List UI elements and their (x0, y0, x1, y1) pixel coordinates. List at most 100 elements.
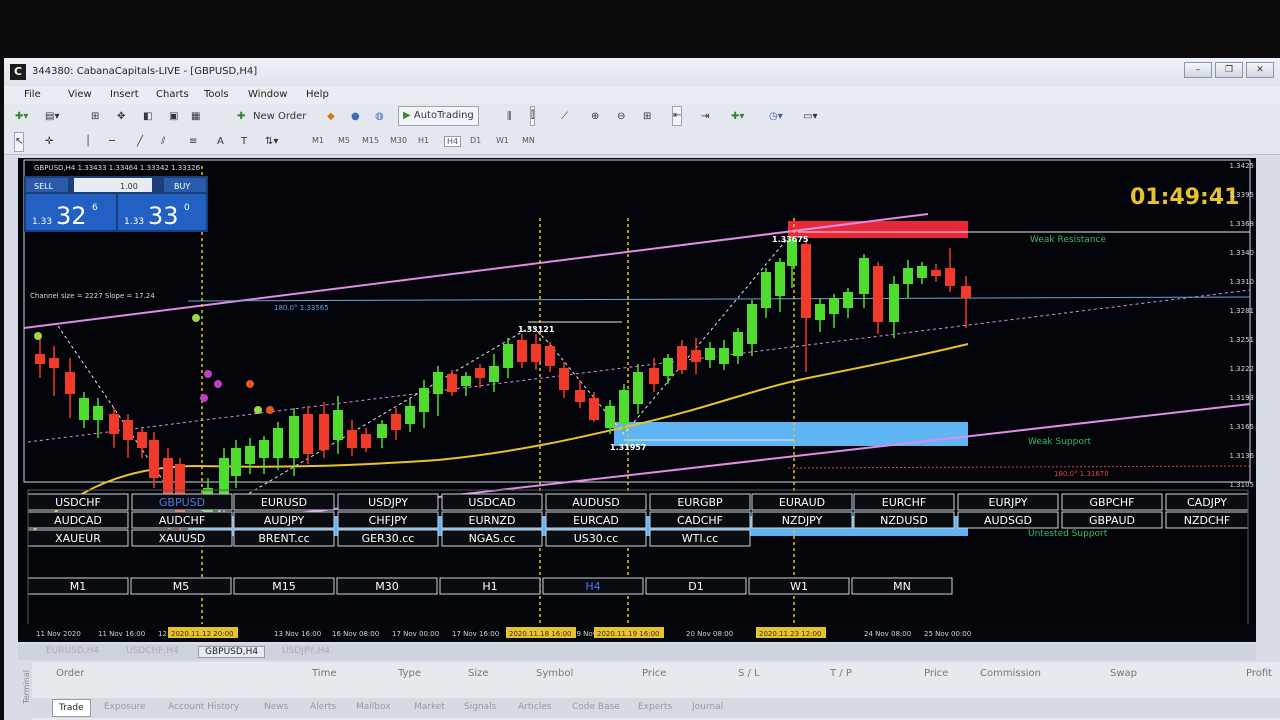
col-type[interactable]: Type (398, 668, 421, 679)
crosshair-icon[interactable]: ✛ (45, 136, 54, 147)
lot-size-input[interactable] (74, 178, 152, 192)
timeframe-button[interactable] (748, 577, 850, 595)
tf-toolbar-m1[interactable]: M1 (312, 136, 324, 145)
menu-insert[interactable]: Insert (110, 89, 139, 100)
symbol-button[interactable] (337, 493, 439, 511)
tf-toolbar-m30[interactable]: M30 (390, 136, 408, 145)
timeframe-button[interactable] (233, 577, 335, 595)
cursor-icon[interactable]: ↖ (14, 132, 25, 152)
symbol-button[interactable] (853, 511, 955, 529)
price-chart[interactable]: GBPUSD,H4 1.33433 1.33464 1.33342 1.3332… (18, 158, 1256, 634)
line-chart-icon[interactable]: ⟋ (561, 111, 568, 122)
autotrading-button[interactable]: ▶ AutoTrading (398, 106, 479, 126)
terminal-tab-experts[interactable]: Experts (638, 702, 673, 712)
symbol-button[interactable] (1061, 511, 1163, 529)
menu-help[interactable]: Help (306, 89, 329, 100)
col-symbol[interactable]: Symbol (536, 668, 574, 679)
tf-toolbar-d1[interactable]: D1 (470, 136, 482, 145)
timeframe-button[interactable] (851, 577, 953, 595)
data-window-icon[interactable]: ◧ (143, 111, 153, 122)
zoom-in-icon[interactable]: ⊕ (591, 111, 600, 122)
symbol-button[interactable] (751, 493, 853, 511)
zoom-out-icon[interactable]: ⊖ (617, 111, 626, 122)
metaeditor-icon[interactable]: ◆ (327, 111, 335, 122)
indicators-icon[interactable]: ✚▾ (731, 111, 745, 122)
col-swap[interactable]: Swap (1110, 668, 1138, 679)
symbol-button[interactable] (233, 511, 335, 529)
symbol-button[interactable] (441, 529, 543, 547)
symbol-button[interactable] (131, 511, 233, 529)
new-chart-icon[interactable]: ✚▾ (15, 111, 29, 122)
vertical-line-icon[interactable]: │ (85, 136, 92, 147)
tf-toolbar-mn[interactable]: MN (522, 136, 535, 145)
timeframe-button[interactable] (336, 577, 438, 595)
symbol-button[interactable] (131, 529, 233, 547)
channel-icon[interactable]: ⫽ (161, 136, 166, 147)
terminal-tab-articles[interactable]: Articles (518, 702, 552, 712)
market-watch-icon[interactable]: ⊞ (91, 111, 100, 122)
col-tp[interactable]: T / P (830, 668, 852, 679)
col-price[interactable]: Price (642, 668, 667, 679)
bar-chart-icon[interactable]: ⫼ (507, 111, 512, 122)
terminal-tab-news[interactable]: News (264, 702, 289, 712)
symbol-button[interactable] (337, 529, 439, 547)
col-commission[interactable]: Commission (980, 668, 1042, 679)
buy-price-box[interactable] (118, 194, 206, 230)
symbol-button[interactable] (545, 529, 647, 547)
symbol-button[interactable] (131, 493, 233, 511)
close-button[interactable]: ✕ (1246, 62, 1274, 78)
terminal-tab-code-base[interactable]: Code Base (572, 702, 620, 712)
minimize-button[interactable]: – (1184, 62, 1212, 78)
col-sl[interactable]: S / L (738, 668, 760, 679)
text-icon[interactable]: A (217, 136, 224, 147)
arrows-icon[interactable]: ⇅▾ (265, 136, 279, 147)
menu-tools[interactable]: Tools (204, 89, 229, 100)
symbol-button[interactable] (337, 511, 439, 529)
terminal-tab-trade[interactable]: Trade (52, 699, 91, 717)
symbol-button[interactable] (649, 493, 751, 511)
symbol-button[interactable] (233, 529, 335, 547)
menu-charts[interactable]: Charts (156, 89, 189, 100)
horizontal-line-icon[interactable]: ─ (109, 136, 116, 147)
chart-tab-gbpusd[interactable]: GBPUSD,H4 (198, 646, 266, 658)
terminal-tab-signals[interactable]: Signals (464, 702, 497, 712)
terminal-tab-market[interactable]: Market (414, 702, 445, 712)
navigator-icon[interactable]: ✥ (117, 111, 126, 122)
profiles-icon[interactable]: ▤▾ (45, 111, 60, 122)
tf-toolbar-w1[interactable]: W1 (496, 136, 509, 145)
market-icon[interactable]: ◍ (375, 111, 384, 122)
sell-price-box[interactable] (26, 194, 116, 230)
chart-window[interactable]: GBPUSD,H4 1.33433 1.33464 1.33342 1.3332… (18, 158, 1256, 634)
auto-scroll-icon[interactable]: ⇤ (672, 106, 683, 126)
timeframe-button[interactable] (645, 577, 747, 595)
symbol-button[interactable] (441, 493, 543, 511)
timeframe-button[interactable] (130, 577, 232, 595)
signals-icon[interactable]: ● (351, 111, 360, 122)
tf-toolbar-m5[interactable]: M5 (338, 136, 350, 145)
menu-file[interactable]: File (24, 89, 41, 100)
tf-toolbar-h4[interactable]: H4 (444, 136, 462, 147)
terminal-icon[interactable]: ▣ (169, 111, 179, 122)
chart-shift-icon[interactable]: ⇥ (701, 111, 710, 122)
symbol-button[interactable] (853, 493, 955, 511)
tf-toolbar-m15[interactable]: M15 (362, 136, 380, 145)
symbol-button[interactable] (1061, 493, 1163, 511)
text-label-icon[interactable]: T (241, 136, 248, 147)
col-profit[interactable]: Profit (1246, 668, 1273, 679)
terminal-tab-exposure[interactable]: Exposure (104, 702, 146, 712)
chart-tab-usdjpy[interactable]: USDJPY,H4 (282, 646, 330, 656)
menu-window[interactable]: Window (248, 89, 288, 100)
symbol-button[interactable] (751, 511, 853, 529)
fibonacci-icon[interactable]: ≡ (189, 136, 198, 147)
buy-button[interactable] (164, 178, 206, 192)
symbol-button[interactable] (441, 511, 543, 529)
chart-tab-usdchf[interactable]: USDCHF,H4 (126, 646, 179, 656)
new-order-button[interactable]: New Order (253, 111, 307, 122)
candlestick-icon[interactable]: ⫿ (530, 106, 536, 126)
col-size[interactable]: Size (468, 668, 489, 679)
restore-button[interactable]: ❐ (1215, 62, 1243, 78)
timeframe-button[interactable] (439, 577, 541, 595)
col-price-current[interactable]: Price (924, 668, 949, 679)
col-order[interactable]: Order (56, 668, 85, 679)
symbol-button[interactable] (545, 493, 647, 511)
